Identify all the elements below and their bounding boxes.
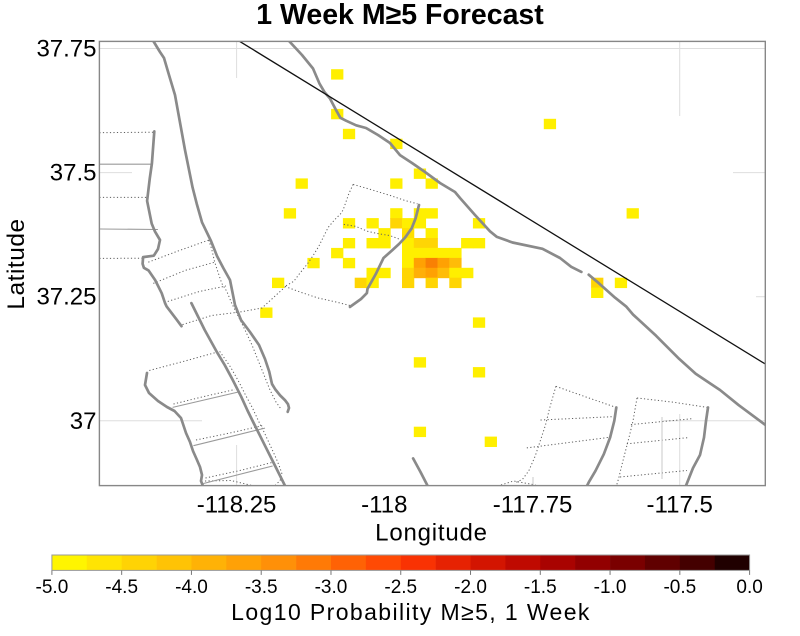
svg-text:-117.75: -117.75 <box>493 492 573 519</box>
svg-text:1 Week M≥5 Forecast: 1 Week M≥5 Forecast <box>256 0 544 31</box>
svg-text:-2.0: -2.0 <box>454 577 487 598</box>
svg-text:-1.0: -1.0 <box>594 577 627 598</box>
svg-text:0.0: 0.0 <box>736 577 762 598</box>
svg-text:37.75: 37.75 <box>36 36 96 63</box>
svg-text:-118: -118 <box>361 492 407 519</box>
svg-text:Log10 Probability M≥5, 1 Week: Log10 Probability M≥5, 1 Week <box>231 599 591 625</box>
svg-text:37.25: 37.25 <box>36 284 96 311</box>
svg-text:-117.5: -117.5 <box>647 492 713 519</box>
svg-text:-2.5: -2.5 <box>384 577 417 598</box>
svg-text:-4.0: -4.0 <box>175 577 208 598</box>
svg-text:Longitude: Longitude <box>375 520 488 547</box>
svg-text:37.5: 37.5 <box>50 160 97 187</box>
svg-text:-3.5: -3.5 <box>245 577 278 598</box>
svg-text:-5.0: -5.0 <box>36 577 69 598</box>
svg-text:-0.5: -0.5 <box>663 577 696 598</box>
svg-text:-3.0: -3.0 <box>315 577 348 598</box>
svg-text:-1.5: -1.5 <box>524 577 557 598</box>
svg-text:Latitude: Latitude <box>3 218 30 309</box>
svg-text:-118.25: -118.25 <box>197 492 277 519</box>
svg-text:37: 37 <box>70 408 97 435</box>
svg-text:-4.5: -4.5 <box>105 577 138 598</box>
